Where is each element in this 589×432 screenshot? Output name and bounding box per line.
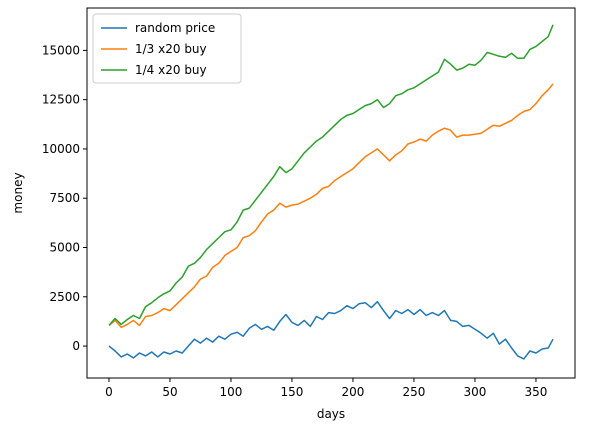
x-axis-ticks: 0 50 100 150 200 250 300 350 — [105, 378, 547, 399]
x-axis-label: days — [317, 407, 345, 421]
legend-box — [92, 13, 242, 84]
legend-label: 1/3 x20 buy — [135, 42, 207, 56]
x-tick-label: 350 — [525, 385, 548, 399]
legend: random price 1/3 x20 buy 1/4 x20 buy — [92, 13, 242, 84]
x-tick-label: 50 — [162, 385, 177, 399]
series-line-3 — [108, 24, 554, 326]
x-tick-label: 150 — [281, 385, 304, 399]
y-tick-label: 10000 — [42, 142, 80, 156]
series-line-2 — [108, 83, 554, 329]
legend-label: 1/4 x20 buy — [135, 63, 207, 77]
y-tick-label: 0 — [72, 339, 80, 353]
series-layer — [108, 24, 554, 360]
y-axis-ticks: 0 2500 5000 7500 10000 12500 15000 — [42, 43, 87, 353]
x-tick-label: 100 — [220, 385, 243, 399]
y-tick-label: 2500 — [49, 290, 80, 304]
legend-label: random price — [135, 21, 215, 35]
y-tick-label: 15000 — [42, 43, 80, 57]
y-tick-label: 7500 — [49, 191, 80, 205]
series-line-1 — [108, 300, 554, 360]
x-tick-label: 200 — [342, 385, 365, 399]
y-axis-label: money — [11, 172, 25, 213]
x-tick-label: 0 — [105, 385, 113, 399]
y-tick-label: 5000 — [49, 241, 80, 255]
x-tick-label: 300 — [464, 385, 487, 399]
plot-frame — [86, 7, 576, 379]
x-tick-label: 250 — [403, 385, 426, 399]
y-tick-label: 12500 — [42, 93, 80, 107]
